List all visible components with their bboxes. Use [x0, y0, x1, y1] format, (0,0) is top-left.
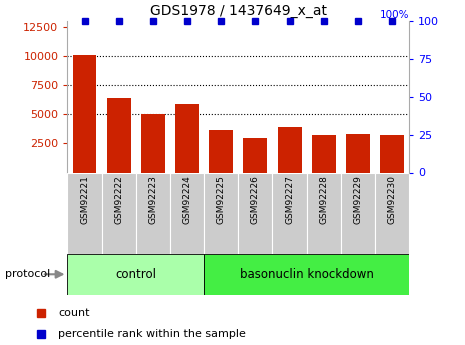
- Text: GSM92223: GSM92223: [148, 175, 157, 224]
- Text: control: control: [115, 268, 156, 281]
- Text: protocol: protocol: [5, 269, 50, 279]
- Text: percentile rank within the sample: percentile rank within the sample: [59, 329, 246, 339]
- Text: GSM92230: GSM92230: [388, 175, 397, 224]
- Text: count: count: [59, 308, 90, 318]
- Bar: [244, 138, 267, 172]
- Bar: [136, 172, 170, 254]
- Bar: [375, 172, 409, 254]
- Bar: [204, 172, 238, 254]
- Text: GSM92225: GSM92225: [217, 175, 226, 224]
- Bar: [238, 172, 272, 254]
- Bar: [204, 254, 409, 295]
- Text: GSM92221: GSM92221: [80, 175, 89, 224]
- Bar: [341, 172, 375, 254]
- Text: GSM92226: GSM92226: [251, 175, 260, 224]
- Bar: [312, 135, 336, 172]
- Bar: [107, 98, 131, 172]
- Bar: [67, 172, 101, 254]
- Text: 100%: 100%: [380, 10, 409, 20]
- Bar: [306, 172, 341, 254]
- Bar: [346, 134, 370, 172]
- Bar: [170, 172, 204, 254]
- Text: GSM92227: GSM92227: [285, 175, 294, 224]
- Bar: [209, 130, 233, 172]
- Text: GSM92222: GSM92222: [114, 175, 123, 224]
- Text: GSM92224: GSM92224: [183, 175, 192, 224]
- Bar: [278, 127, 301, 172]
- Bar: [380, 135, 404, 172]
- Bar: [73, 55, 96, 172]
- Bar: [101, 172, 136, 254]
- Bar: [175, 104, 199, 172]
- Bar: [67, 254, 204, 295]
- Bar: [141, 114, 165, 172]
- Text: GSM92228: GSM92228: [319, 175, 328, 224]
- Bar: [272, 172, 306, 254]
- Text: basonuclin knockdown: basonuclin knockdown: [240, 268, 373, 281]
- Title: GDS1978 / 1437649_x_at: GDS1978 / 1437649_x_at: [150, 4, 327, 18]
- Text: GSM92229: GSM92229: [353, 175, 362, 224]
